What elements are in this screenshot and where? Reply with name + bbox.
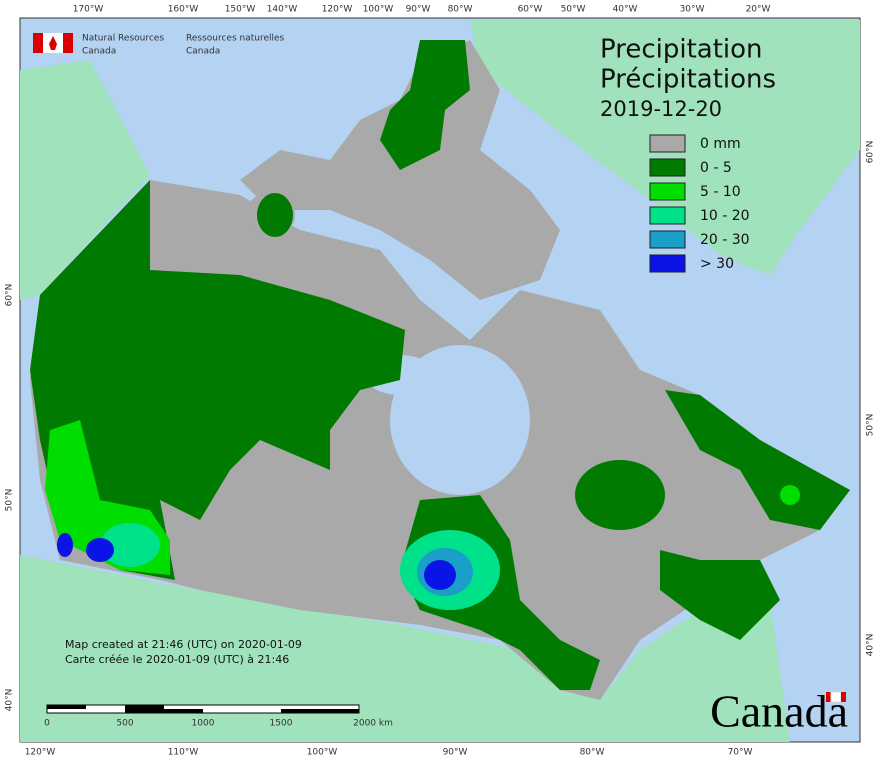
legend-label: 20 - 30 (700, 232, 750, 248)
agency-logo (33, 33, 73, 53)
longitude-label: 110°W (168, 748, 199, 758)
scale-label: 500 (116, 719, 133, 729)
footer-note: Carte créée le 2020-01-09 (UTC) à 21:46 (65, 653, 289, 666)
title: Precipitation (600, 35, 763, 65)
latitude-label: 50°N (5, 489, 15, 512)
legend-swatch (649, 134, 686, 153)
longitude-label: 30°W (680, 5, 705, 15)
legend-label: 5 - 10 (700, 184, 741, 200)
longitude-label: 90°W (443, 748, 468, 758)
latitude-label: 50°N (866, 414, 876, 437)
legend-swatch (649, 230, 686, 249)
wordmark-flag (826, 691, 846, 703)
agency-name-fr: Ressources naturelles (186, 34, 285, 44)
legend-label: 10 - 20 (700, 208, 750, 224)
longitude-label: 50°W (561, 5, 586, 15)
scale-bar (46, 704, 360, 714)
legend-label: > 30 (700, 256, 734, 272)
legend-swatch (649, 182, 686, 201)
date: 2019-12-20 (600, 97, 722, 121)
longitude-label: 80°W (580, 748, 605, 758)
longitude-label: 170°W (73, 5, 104, 15)
agency-name-en: Canada (82, 47, 116, 57)
title-fr: Précipitations (600, 65, 776, 95)
longitude-label: 160°W (168, 5, 199, 15)
scale-label: 1000 (192, 719, 215, 729)
footer-note: Map created at 21:46 (UTC) on 2020-01-09 (65, 638, 302, 651)
scale-label: 2000 km (353, 719, 393, 729)
longitude-label: 40°W (613, 5, 638, 15)
latitude-label: 40°N (866, 634, 876, 657)
longitude-label: 100°W (363, 5, 394, 15)
longitude-label: 60°W (518, 5, 543, 15)
longitude-label: 80°W (448, 5, 473, 15)
agency-name-en: Natural Resources (82, 34, 164, 44)
legend: 0 mm 0 - 5 5 - 10 10 - 20 20 - 30 > 30 (649, 134, 750, 273)
legend-swatch (649, 158, 686, 177)
wordmark: Canada (710, 686, 848, 737)
scale-label: 0 (44, 719, 50, 729)
legend-swatch (649, 206, 686, 225)
legend-label: 0 mm (700, 136, 741, 152)
longitude-label: 150°W (225, 5, 256, 15)
longitude-label: 90°W (406, 5, 431, 15)
legend-swatch (649, 254, 686, 273)
latitude-label: 60°N (866, 141, 876, 164)
longitude-label: 140°W (267, 5, 298, 15)
longitude-label: 20°W (746, 5, 771, 15)
legend-label: 0 - 5 (700, 160, 732, 176)
precipitation-areas (30, 40, 850, 690)
latitude-label: 60°N (5, 284, 15, 307)
latitude-label: 40°N (5, 689, 15, 712)
longitude-label: 120°W (322, 5, 353, 15)
longitude-label: 120°W (25, 748, 56, 758)
scale-label: 1500 (270, 719, 293, 729)
longitude-label: 100°W (307, 748, 338, 758)
longitude-label: 70°W (728, 748, 753, 758)
agency-name-fr: Canada (186, 47, 220, 57)
